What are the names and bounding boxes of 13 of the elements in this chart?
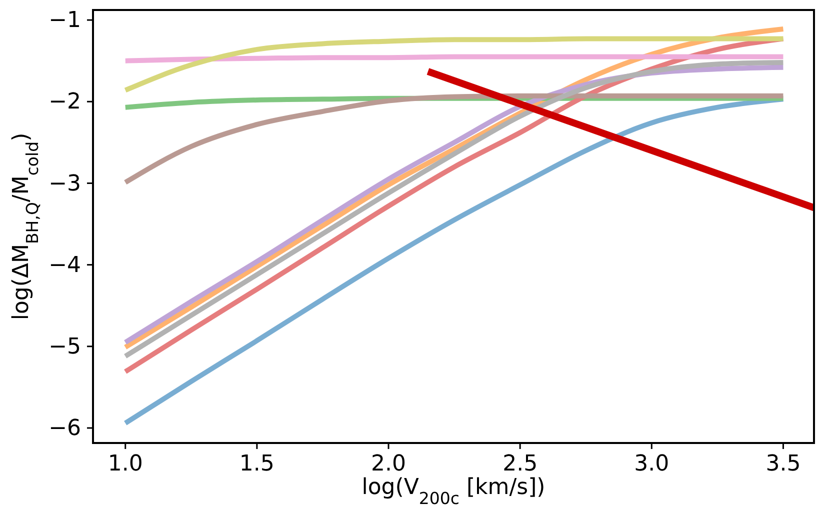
- y-tick-label: −3: [48, 171, 81, 196]
- x-tick-label: 3.5: [766, 452, 801, 477]
- x-tick-label: 2.5: [502, 452, 538, 477]
- x-axis-title: log(V$_{200c}$ [km/s]): [362, 475, 546, 508]
- x-tick-label: 1.0: [108, 452, 143, 477]
- y-tick-label: −4: [48, 252, 81, 278]
- y-tick-label: −2: [48, 90, 81, 115]
- x-tick-label: 3.0: [634, 452, 670, 477]
- y-tick-label: −5: [48, 334, 81, 360]
- y-tick-label: −1: [48, 8, 81, 34]
- y-tick-label: −6: [48, 416, 81, 442]
- x-tick-label: 2.0: [371, 452, 406, 477]
- x-tick-label: 1.5: [239, 452, 274, 477]
